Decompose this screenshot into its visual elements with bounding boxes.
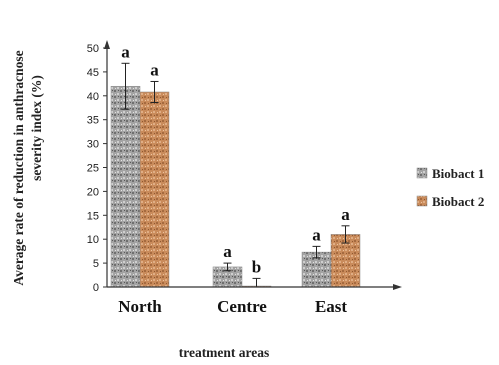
y-tick-label: 5 xyxy=(93,258,99,270)
significance-letter: a xyxy=(223,242,232,261)
error-bars-layer xyxy=(121,62,350,288)
significance-letter: b xyxy=(252,257,261,276)
y-axis-arrowhead xyxy=(104,40,110,49)
y-axis-title-line1: Average rate of reduction in anthracnose xyxy=(11,50,26,285)
legend-swatch xyxy=(416,167,428,179)
y-tick-label: 0 xyxy=(93,282,99,294)
x-axis-title: treatment areas xyxy=(179,345,270,360)
y-axis-ticks: 0 5 10 15 20 25 30 35 40 45 50 xyxy=(87,43,107,294)
bar xyxy=(110,85,141,288)
category-label: East xyxy=(315,297,347,316)
y-tick-label: 10 xyxy=(87,234,99,246)
significance-letter: a xyxy=(341,205,350,224)
significance-letter: a xyxy=(121,42,130,61)
category-label: North xyxy=(118,297,162,316)
bars-layer xyxy=(110,85,361,288)
y-tick-label: 25 xyxy=(87,163,99,175)
significance-labels: a a a b a a xyxy=(121,42,350,276)
axes xyxy=(104,40,402,290)
y-tick-label: 15 xyxy=(87,210,99,222)
significance-letter: a xyxy=(150,60,159,79)
legend-label: Biobact 2 xyxy=(432,194,484,209)
y-tick-label: 50 xyxy=(87,43,99,55)
y-axis-title-line2: severity index (%) xyxy=(29,75,44,181)
legend-swatch xyxy=(416,195,428,207)
category-label: Centre xyxy=(217,297,267,316)
y-tick-label: 40 xyxy=(87,91,99,103)
x-axis-category-labels: North Centre East xyxy=(118,297,347,316)
significance-letter: a xyxy=(312,225,321,244)
x-axis-arrowhead xyxy=(393,284,402,290)
legend-label: Biobact 1 xyxy=(432,166,484,181)
legend: Biobact 1 Biobact 2 xyxy=(416,166,484,209)
y-tick-label: 20 xyxy=(87,186,99,198)
y-tick-label: 45 xyxy=(87,67,99,79)
bar xyxy=(139,91,170,288)
y-tick-label: 30 xyxy=(87,139,99,151)
y-tick-label: 35 xyxy=(87,115,99,127)
